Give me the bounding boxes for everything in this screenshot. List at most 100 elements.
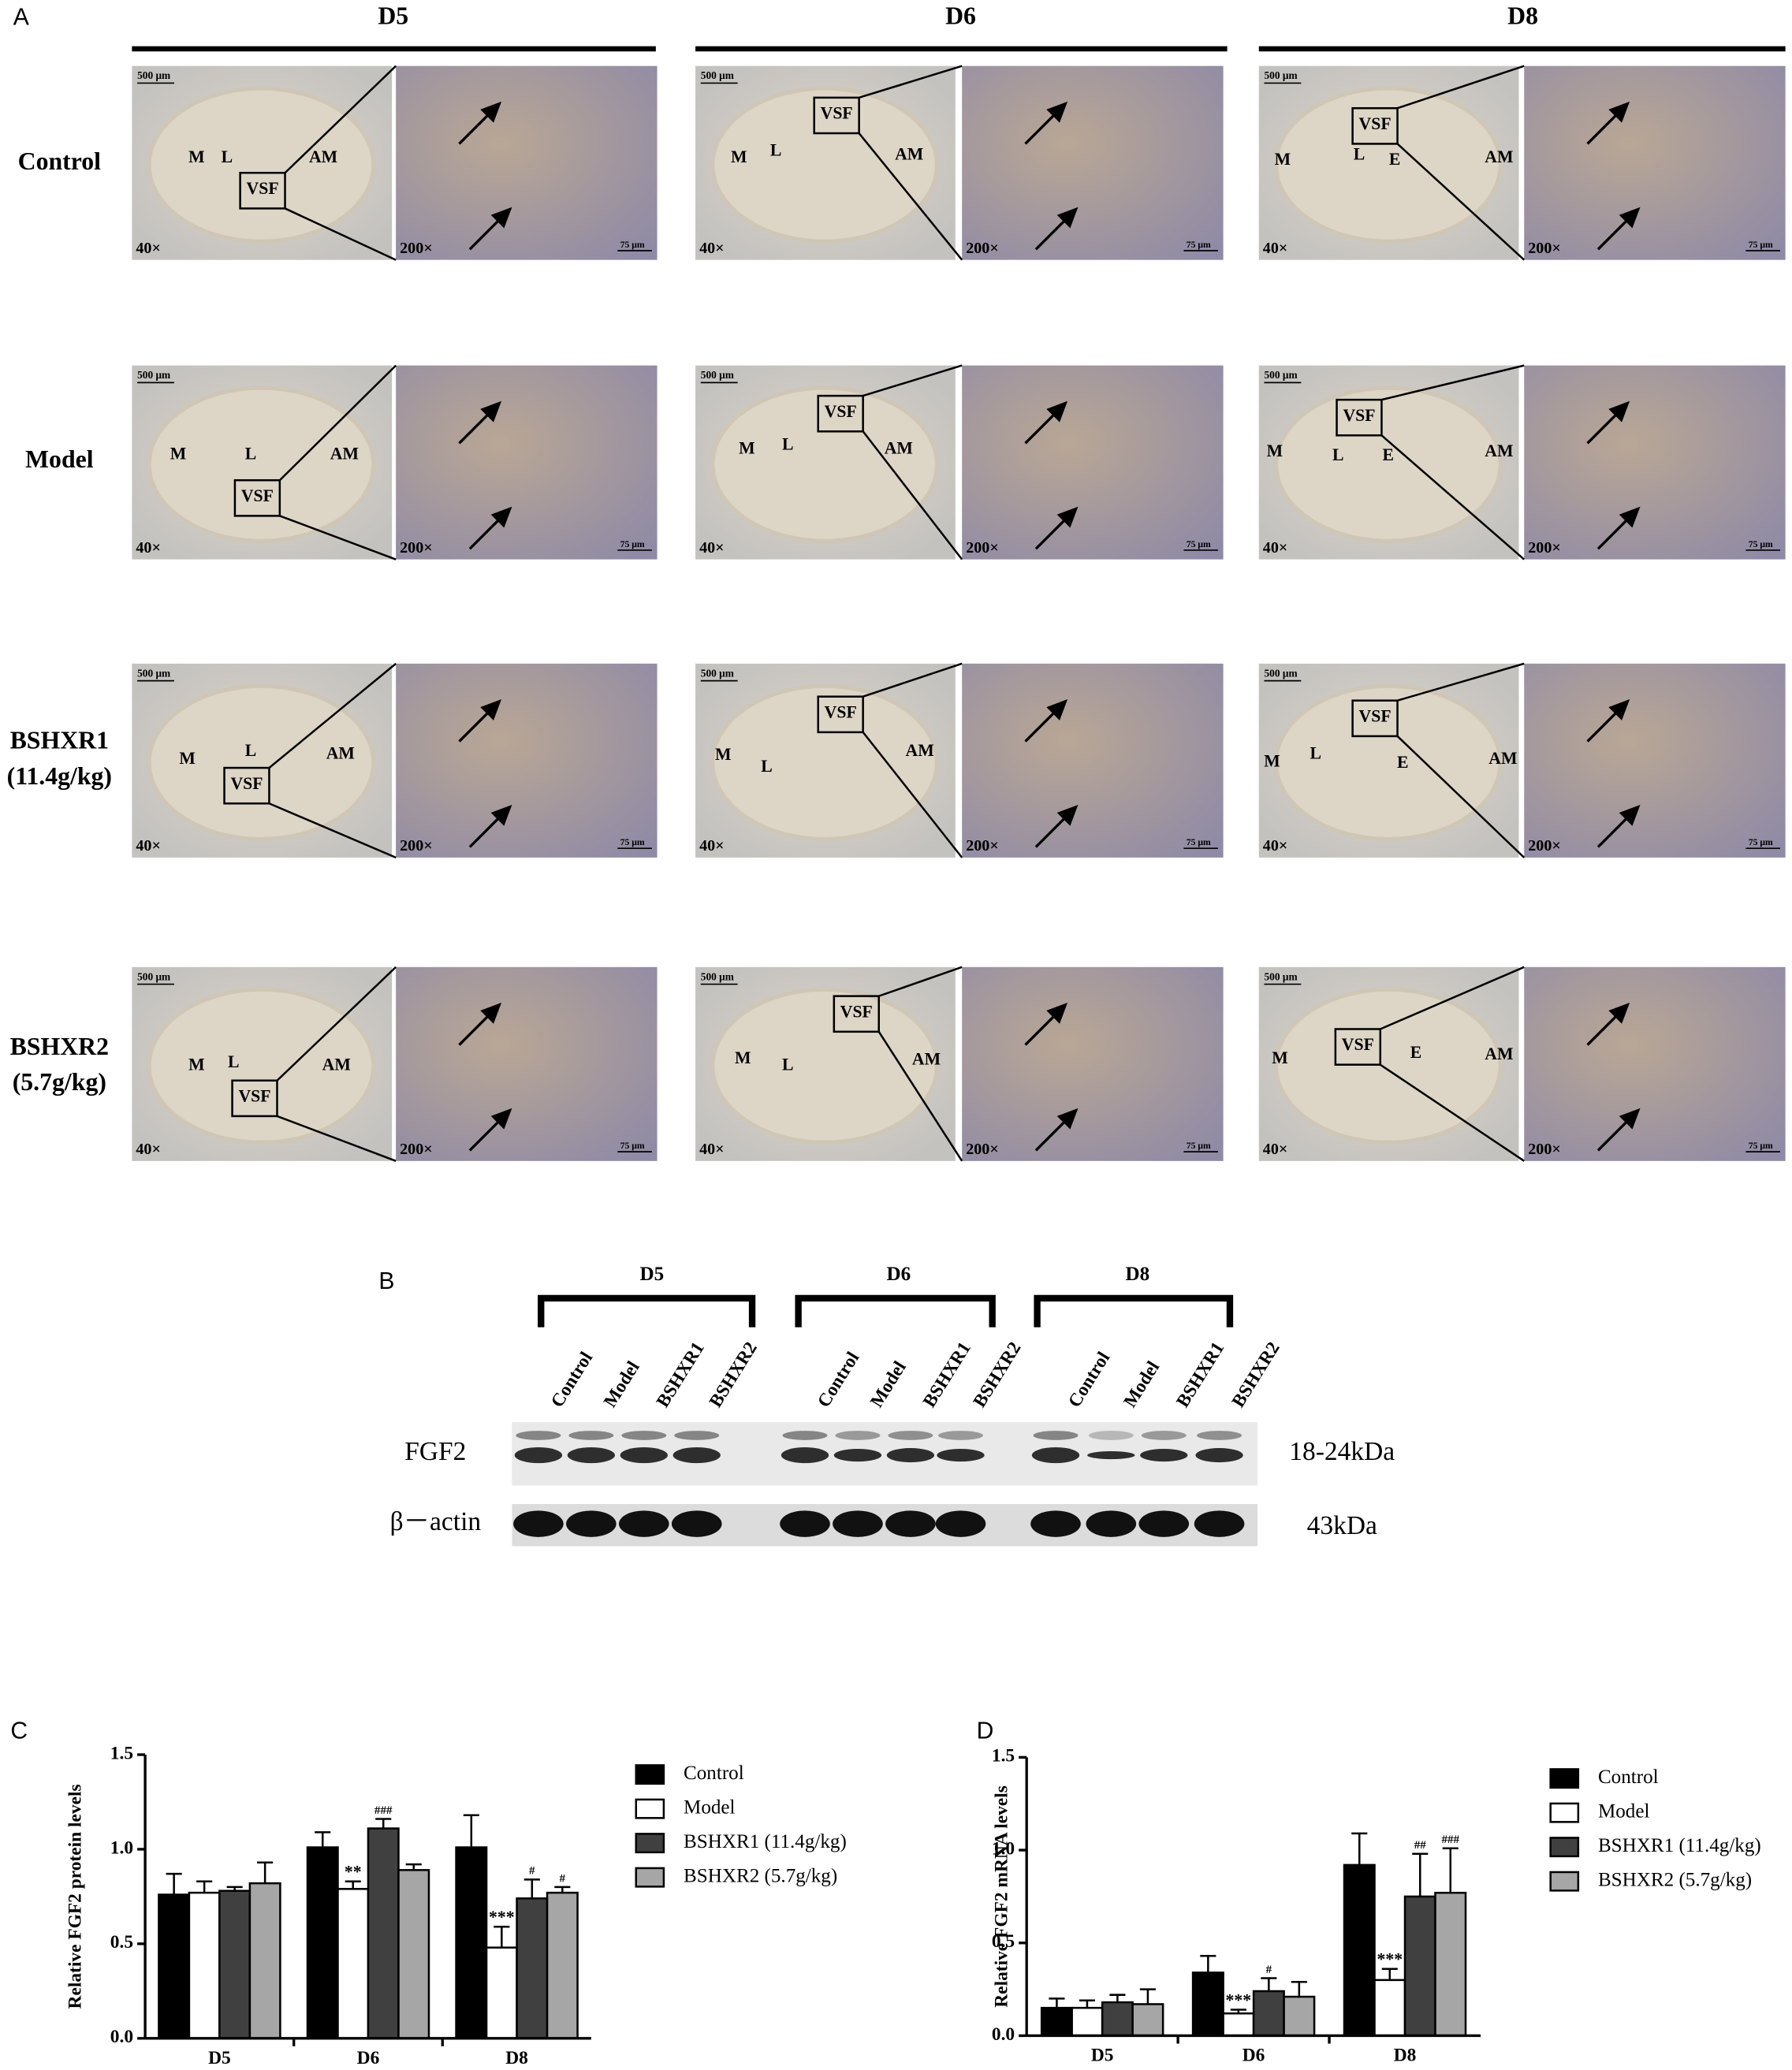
arrow-shaft	[458, 111, 492, 145]
scale-bar-label: 75 μm	[620, 240, 645, 250]
band	[1031, 1447, 1080, 1464]
tissue-section	[710, 683, 939, 841]
error-bar	[1291, 1980, 1307, 1997]
band	[514, 1447, 563, 1464]
row-label: BSHXR2	[10, 1033, 109, 1060]
magnification: 200×	[966, 837, 999, 854]
scale-bar-label: 75 μm	[1749, 837, 1773, 847]
magnification: 200×	[966, 240, 999, 257]
zoom-line	[284, 65, 397, 174]
region-label: AM	[895, 144, 923, 163]
bar	[1283, 1995, 1316, 2037]
tissue-section	[1274, 987, 1503, 1145]
region-label: L	[228, 1052, 240, 1071]
region-label: VSF	[825, 402, 857, 421]
region-label: AM	[906, 741, 934, 760]
vsf-box	[1351, 699, 1399, 738]
row-label: BSHXR1	[10, 727, 109, 754]
arrow-shaft	[1034, 814, 1069, 848]
band	[1197, 1431, 1242, 1440]
magnification: 200×	[400, 240, 433, 257]
blot-protein: FGF2	[404, 1437, 466, 1466]
high-mag-image	[1524, 966, 1786, 1161]
arrow-head	[1056, 1108, 1079, 1130]
bar	[1191, 1971, 1224, 2037]
high-mag-image	[1524, 365, 1786, 560]
region-label: L	[245, 444, 257, 463]
region-label: VSF	[230, 774, 263, 793]
region-label: VSF	[238, 1086, 270, 1105]
lane-label: BSHXR2	[970, 1338, 1026, 1411]
legend-swatch	[1549, 1802, 1580, 1823]
region-label: M	[731, 147, 747, 166]
high-mag-image	[396, 663, 658, 858]
tissue-section	[147, 987, 376, 1145]
arrow-head	[1619, 804, 1641, 826]
error-bar	[1442, 1847, 1459, 1893]
magnification: 200×	[1528, 837, 1561, 854]
region-label: M	[179, 749, 196, 768]
region-label: M	[1272, 1048, 1288, 1067]
scale-bar-label: 75 μm	[1749, 1141, 1773, 1151]
lane-label: Model	[866, 1357, 911, 1411]
arrow-head	[1608, 400, 1630, 423]
significance: #	[529, 1865, 535, 1878]
scale-bar-label: 75 μm	[620, 539, 645, 549]
region-label: E	[1410, 1043, 1422, 1062]
legend-swatch	[635, 1867, 665, 1888]
arrow-shaft	[1586, 709, 1620, 743]
region-label: VSF	[840, 1002, 873, 1021]
bar	[367, 1827, 400, 2040]
band	[782, 1431, 828, 1440]
y-tick-label: 0.0	[992, 2024, 1015, 2045]
y-tick-label: 0.0	[110, 2027, 133, 2047]
vsf-box	[231, 1079, 278, 1118]
arrow-head	[480, 699, 502, 720]
region-label: L	[1354, 144, 1365, 163]
zoom-line	[878, 966, 963, 997]
band	[671, 1510, 722, 1537]
error-bar	[257, 1861, 274, 1884]
legend-label: Control	[684, 1763, 744, 1784]
region-label: AM	[1485, 147, 1513, 166]
arrow-shaft	[1024, 1012, 1058, 1046]
high-mag-image	[962, 966, 1224, 1161]
group-bracket	[795, 1294, 996, 1327]
error-bar	[1139, 1988, 1156, 2005]
region-label: E	[1397, 753, 1409, 772]
tissue-section	[1274, 385, 1503, 543]
vsf-box	[233, 478, 281, 517]
scale-bar-label: 500 μm	[701, 69, 734, 81]
scale-bar-label: 75 μm	[1187, 1141, 1211, 1151]
y-tick-label: 1.0	[110, 1837, 133, 1858]
panel-label: C	[10, 1718, 28, 1744]
region-label: VSF	[241, 486, 274, 505]
magnification: 200×	[400, 539, 433, 557]
band	[1140, 1449, 1188, 1462]
y-tick-label: 0.5	[992, 1931, 1015, 1952]
region-label: AM	[1485, 1044, 1513, 1063]
region-label: L	[770, 140, 782, 159]
magnification: 40×	[1263, 240, 1288, 257]
x-tick-label: D6	[1242, 2046, 1265, 2066]
bar	[306, 1846, 339, 2040]
tissue-section	[1274, 86, 1503, 244]
column-header: D6	[945, 2, 976, 30]
bar	[1101, 2001, 1134, 2037]
zoom-line	[1380, 1063, 1525, 1162]
y-tick-label: 1.0	[992, 1838, 1015, 1859]
zoom-line	[862, 732, 963, 858]
error-bar	[1109, 1994, 1126, 2003]
lane-label: Model	[1120, 1357, 1164, 1411]
scale-bar-label: 500 μm	[701, 970, 734, 982]
error-bar	[375, 1818, 392, 1829]
y-axis-label: Relative FGF2 protein levels	[65, 1784, 85, 2009]
error-bar	[345, 1880, 361, 1889]
band	[672, 1447, 721, 1464]
magnification: 40×	[1263, 1141, 1288, 1158]
scale-bar-label: 500 μm	[137, 69, 170, 81]
band	[1088, 1431, 1134, 1440]
zoom-line	[1396, 735, 1526, 858]
error-bar	[1351, 1832, 1368, 1865]
